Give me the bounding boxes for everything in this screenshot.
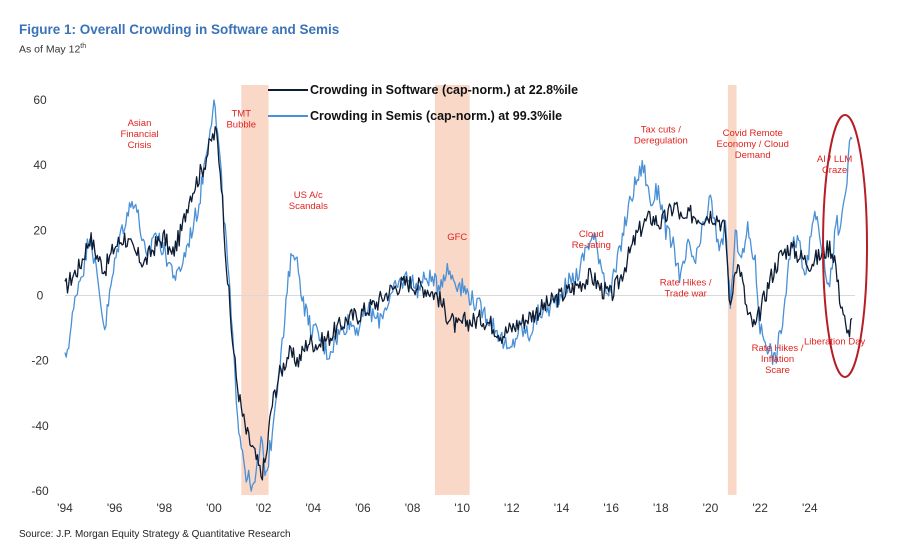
- x-tick-label: '24: [802, 501, 818, 515]
- x-axis: '94 '96 '98 '00 '02 '04 '06 '08 '10 '12 '14 '16 '18 '…: [57, 501, 818, 515]
- event-annotation: Rate Hikes / Trade war: [660, 278, 712, 300]
- y-tick-label: 60: [33, 93, 47, 107]
- x-tick-label: '14: [554, 501, 570, 515]
- x-tick-label: '10: [454, 501, 470, 515]
- event-annotations: Asian Financial Crisis TMT Bubble US A/c Scand…: [120, 108, 865, 376]
- series-line-software: [64, 126, 853, 481]
- annotation-line: Trade war: [664, 289, 706, 300]
- y-tick-label: 0: [37, 289, 44, 303]
- y-tick-label: 40: [33, 158, 47, 172]
- subtitle-text: As of May 12: [19, 43, 81, 56]
- source-note: Source: J.P. Morgan Equity Strategy & Qu…: [19, 529, 291, 540]
- shaded-period-0: [241, 85, 269, 495]
- annotation-line: Scare: [765, 365, 790, 376]
- event-annotation: US A/c Scandals: [289, 190, 328, 212]
- x-tick-label: '12: [504, 501, 520, 515]
- annotation-line: Economy / Cloud: [717, 139, 789, 150]
- x-tick-label: '22: [752, 501, 768, 515]
- chart-subtitle: As of May 12th: [19, 43, 86, 56]
- legend: Crowding in Software (cap-norm.) at 22.8…: [268, 83, 578, 123]
- annotation-line: GFC: [447, 232, 467, 243]
- event-annotation: GFC: [447, 232, 467, 243]
- annotation-line: TMT: [232, 108, 252, 119]
- highlight-ellipse: [822, 114, 868, 378]
- annotation-line: Rate Hikes /: [660, 278, 712, 289]
- event-annotation: Covid Remote Economy / Cloud Demand: [717, 128, 789, 161]
- chart-title: Figure 1: Overall Crowding in Software a…: [19, 22, 340, 37]
- annotation-line: Scandals: [289, 201, 328, 212]
- x-tick-label: '00: [206, 501, 222, 515]
- event-annotation: Rate Hikes / Inflation Scare: [752, 343, 804, 376]
- event-annotation: Cloud Re-rating: [572, 229, 611, 251]
- shaded-periods: [241, 85, 737, 495]
- y-tick-label: -40: [31, 419, 49, 433]
- x-tick-label: '20: [703, 501, 719, 515]
- annotation-line: Financial: [120, 129, 158, 140]
- x-tick-label: '18: [653, 501, 669, 515]
- annotation-line: AI / LLM: [817, 154, 852, 165]
- x-tick-label: '98: [156, 501, 172, 515]
- annotation-line: Crisis: [128, 140, 152, 151]
- annotation-line: Re-rating: [572, 240, 611, 251]
- event-annotation: Asian Financial Crisis: [120, 118, 158, 151]
- series-lines: [64, 99, 853, 492]
- annotation-line: US A/c: [294, 190, 323, 201]
- annotation-line: Bubble: [226, 119, 256, 130]
- x-tick-label: '94: [57, 501, 73, 515]
- event-annotation: AI / LLM Craze: [817, 154, 852, 176]
- annotation-line: Asian: [128, 118, 152, 129]
- legend-label-software: Crowding in Software (cap-norm.) at 22.8…: [310, 83, 578, 97]
- event-annotation: Tax cuts / Deregulation: [634, 125, 688, 147]
- annotation-line: Deregulation: [634, 136, 688, 147]
- x-tick-label: '06: [355, 501, 371, 515]
- shaded-period-2: [727, 85, 737, 495]
- annotation-line: Rate Hikes /: [752, 343, 804, 354]
- event-annotation: Liberation Day: [804, 336, 866, 347]
- y-tick-label: -20: [31, 354, 49, 368]
- annotation-line: Liberation Day: [804, 336, 866, 347]
- y-axis: 60 40 20 0 -20 -40 -60: [31, 93, 49, 498]
- y-tick-label: -60: [31, 484, 49, 498]
- x-tick-label: '04: [305, 501, 321, 515]
- x-tick-label: '08: [405, 501, 421, 515]
- annotation-line: Craze: [822, 165, 847, 176]
- subtitle-superscript: th: [80, 43, 87, 50]
- series-line-semis: [64, 99, 853, 492]
- annotation-line: Inflation: [761, 354, 794, 365]
- highlight-ellipse-shape: [822, 114, 868, 378]
- event-annotation: TMT Bubble: [226, 108, 256, 130]
- y-tick-label: 20: [33, 223, 47, 237]
- x-tick-label: '16: [603, 501, 619, 515]
- legend-label-semis: Crowding in Semis (cap-norm.) at 99.3%il…: [310, 109, 562, 123]
- annotation-line: Demand: [735, 150, 771, 161]
- annotation-line: Tax cuts /: [641, 125, 681, 136]
- x-tick-label: '02: [256, 501, 272, 515]
- annotation-line: Covid Remote: [723, 128, 783, 139]
- x-tick-label: '96: [107, 501, 123, 515]
- annotation-line: Cloud: [579, 229, 604, 240]
